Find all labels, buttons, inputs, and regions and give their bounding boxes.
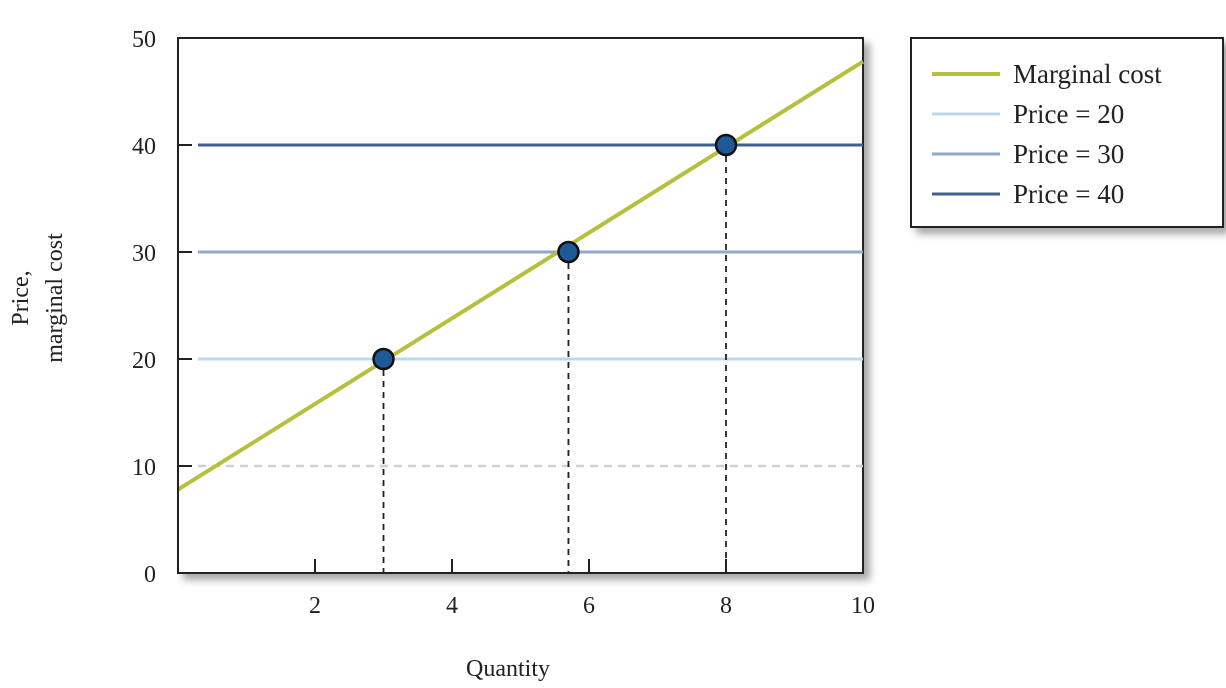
x-axis-label: Quantity bbox=[466, 656, 550, 682]
x-tick-label-10: 10 bbox=[851, 593, 875, 619]
intersection-point-3 bbox=[714, 133, 738, 157]
y-tick-label-20: 20 bbox=[132, 348, 156, 374]
y-tick-label-30: 30 bbox=[132, 241, 156, 267]
legend-label-4: Price = 40 bbox=[1013, 179, 1124, 209]
x-tick-label-8: 8 bbox=[720, 593, 732, 619]
y-tick-label-50: 50 bbox=[132, 27, 156, 53]
legend-label-3: Price = 30 bbox=[1013, 139, 1124, 169]
y-tick-label-40: 40 bbox=[132, 134, 156, 160]
y-axis-label-line2: marginal cost bbox=[42, 233, 68, 363]
y-axis-label-line1: Price, bbox=[8, 270, 34, 325]
legend: Marginal cost Price = 20 Price = 30 Price =… bbox=[910, 37, 1224, 228]
intersection-point-2 bbox=[557, 240, 580, 264]
legend-label-1: Marginal cost bbox=[1013, 59, 1162, 89]
intersection-point-1 bbox=[372, 347, 395, 371]
x-tick-label-4: 4 bbox=[446, 593, 458, 619]
y-tick-label-10: 10 bbox=[132, 455, 156, 481]
marginal-cost-line bbox=[176, 59, 865, 492]
plot-area bbox=[177, 37, 864, 574]
y-tick-label-0: 0 bbox=[144, 562, 156, 588]
x-tick-label-2: 2 bbox=[309, 593, 321, 619]
legend-label-2: Price = 20 bbox=[1013, 99, 1124, 129]
x-tick-label-6: 6 bbox=[583, 593, 595, 619]
